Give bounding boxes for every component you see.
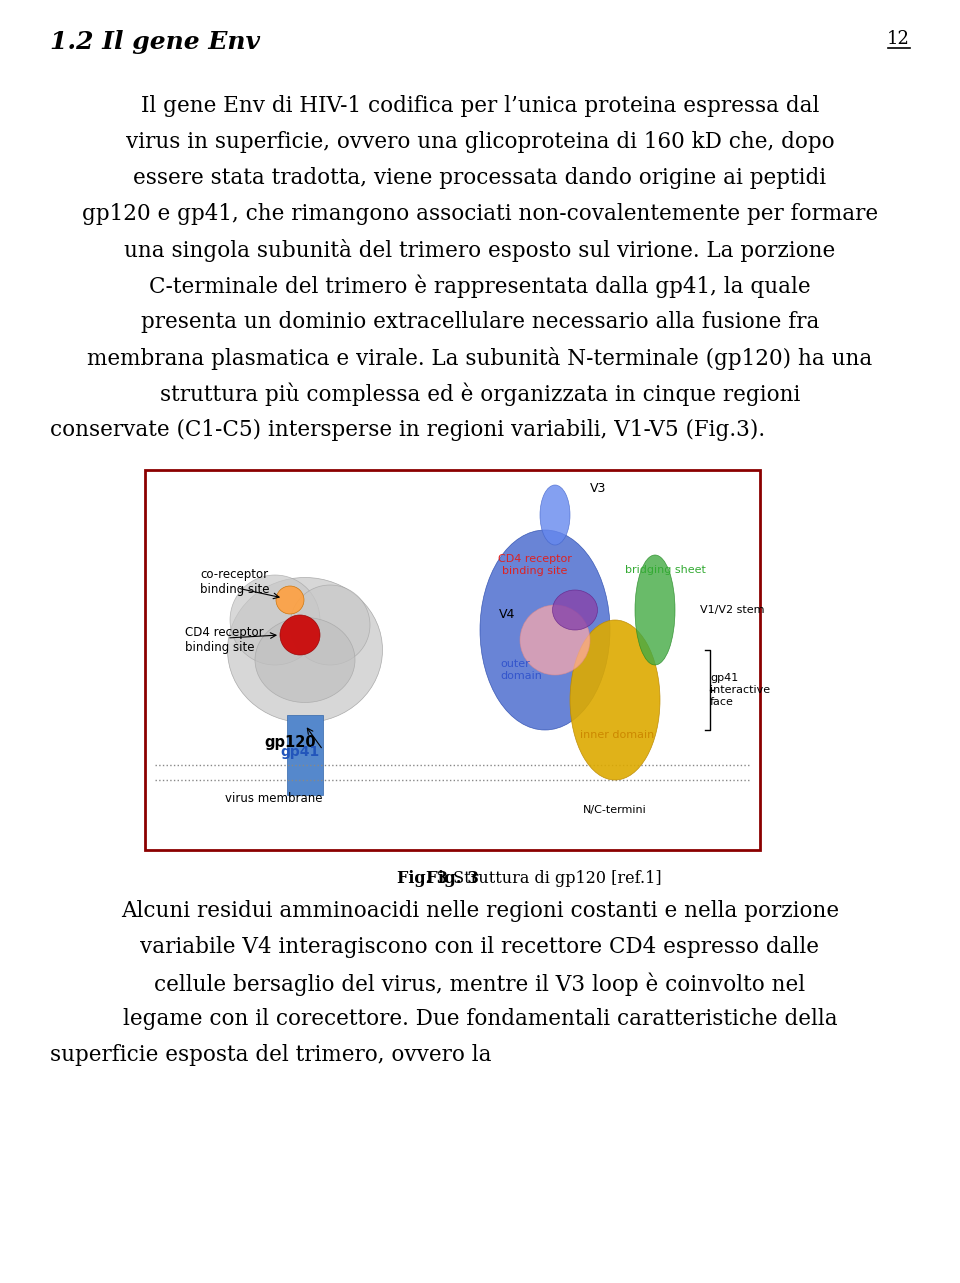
Text: struttura più complessa ed è organizzata in cinque regioni: struttura più complessa ed è organizzata… — [159, 384, 801, 407]
Ellipse shape — [228, 577, 382, 722]
Text: C-terminale del trimero è rappresentata dalla gp41, la quale: C-terminale del trimero è rappresentata … — [149, 275, 811, 299]
Ellipse shape — [553, 590, 597, 630]
Text: gp41
interactive
face: gp41 interactive face — [710, 674, 770, 707]
Text: Il gene Env di HIV-1 codifica per l’unica proteina espressa dal: Il gene Env di HIV-1 codifica per l’unic… — [141, 95, 819, 117]
Ellipse shape — [290, 585, 370, 665]
Text: Alcuni residui amminoacidi nelle regioni costanti e nella porzione: Alcuni residui amminoacidi nelle regioni… — [121, 899, 839, 922]
Ellipse shape — [635, 556, 675, 665]
Text: 1.2 Il gene Env: 1.2 Il gene Env — [50, 30, 260, 54]
Text: Struttura di gp120 [ref.1]: Struttura di gp120 [ref.1] — [447, 870, 661, 887]
Ellipse shape — [480, 530, 610, 730]
Text: V4: V4 — [498, 608, 515, 621]
Ellipse shape — [230, 575, 320, 665]
Text: gp41: gp41 — [280, 745, 320, 760]
Text: membrana plasmatica e virale. La subunità N-terminale (gp120) ha una: membrana plasmatica e virale. La subunit… — [87, 346, 873, 370]
Text: CD4 receptor
binding site: CD4 receptor binding site — [498, 554, 572, 576]
Text: una singola subunità del trimero esposto sul virione. La porzione: una singola subunità del trimero esposto… — [125, 239, 835, 262]
Text: CD4 receptor
binding site: CD4 receptor binding site — [185, 626, 264, 654]
Circle shape — [276, 586, 304, 615]
Text: N/C-termini: N/C-termini — [583, 804, 647, 815]
Text: conservate (C1-C5) intersperse in regioni variabili, V1-V5 (Fig.3).: conservate (C1-C5) intersperse in region… — [50, 420, 765, 441]
Bar — [145, 470, 760, 851]
Text: virus membrane: virus membrane — [225, 792, 323, 804]
Text: 12: 12 — [887, 30, 910, 47]
Ellipse shape — [540, 485, 570, 545]
Ellipse shape — [570, 620, 660, 780]
Text: variabile V4 interagiscono con il recettore CD4 espresso dalle: variabile V4 interagiscono con il recett… — [140, 937, 820, 958]
Text: inner domain: inner domain — [580, 730, 655, 740]
Text: bridging sheet: bridging sheet — [625, 565, 706, 575]
Text: superficie esposta del trimero, ovvero la: superficie esposta del trimero, ovvero l… — [50, 1044, 492, 1066]
Text: co-receptor
binding site: co-receptor binding site — [200, 568, 270, 597]
Circle shape — [280, 615, 320, 656]
Bar — [287, 715, 323, 795]
Text: legame con il corecettore. Due fondamentali caratteristiche della: legame con il corecettore. Due fondament… — [123, 1008, 837, 1030]
Ellipse shape — [255, 617, 355, 703]
Text: outer
domain: outer domain — [500, 659, 541, 681]
Text: V1/V2 stem: V1/V2 stem — [700, 606, 764, 615]
Text: gp120: gp120 — [264, 735, 316, 751]
Text: Fig. 3: Fig. 3 — [396, 870, 447, 887]
Text: cellule bersaglio del virus, mentre il V3 loop è coinvolto nel: cellule bersaglio del virus, mentre il V… — [155, 973, 805, 996]
Text: presenta un dominio extracellulare necessario alla fusione fra: presenta un dominio extracellulare neces… — [141, 310, 819, 334]
Text: Fig. 3: Fig. 3 — [426, 870, 479, 887]
Ellipse shape — [520, 606, 590, 675]
Text: virus in superficie, ovvero una glicoproteina di 160 kD che, dopo: virus in superficie, ovvero una glicopro… — [126, 131, 834, 153]
Text: V3: V3 — [590, 481, 607, 494]
Text: gp120 e gp41, che rimangono associati non-covalentemente per formare: gp120 e gp41, che rimangono associati no… — [82, 203, 878, 225]
Text: essere stata tradotta, viene processata dando origine ai peptidi: essere stata tradotta, viene processata … — [133, 167, 827, 189]
